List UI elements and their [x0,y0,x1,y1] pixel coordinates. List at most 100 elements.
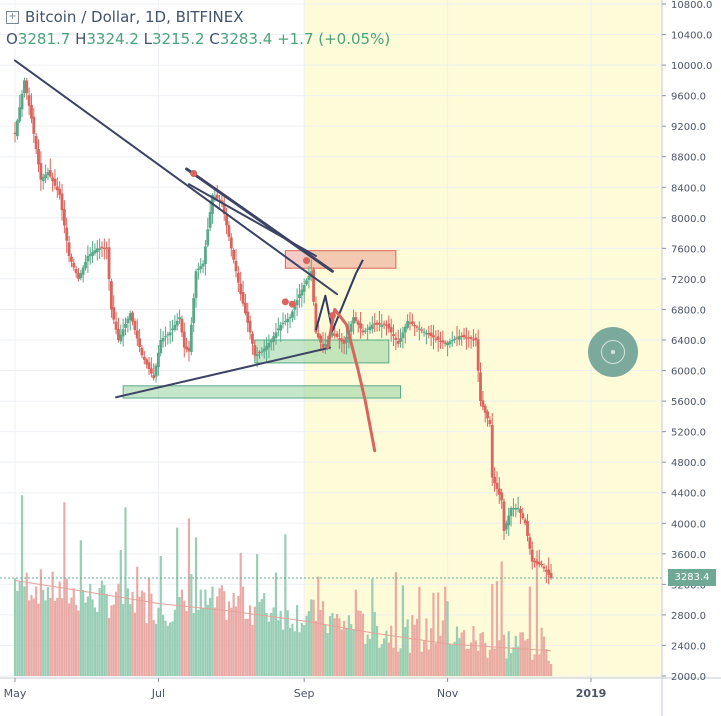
y-tick-label: 8000.0 [671,214,706,225]
candle-body [220,200,224,203]
candle-body [385,324,388,326]
candle-body [514,508,518,510]
close-value: 3283.4 [219,30,273,48]
y-tick-label: 3600.0 [671,550,706,561]
volume-bar [507,631,510,676]
candle-body [159,340,163,354]
candle-body [497,488,501,495]
candle-body [495,482,499,489]
candle-body [387,323,391,329]
volume-bar [394,572,397,676]
candle-body [467,337,471,339]
volume-bar [35,586,38,676]
candle-body [37,149,40,165]
candle-body [321,343,325,348]
volume-bar [63,502,66,676]
volume-bar [335,614,339,676]
x-tick-label: 2019 [576,687,607,700]
candle-body [519,509,522,514]
volume-bar [303,625,306,676]
symbol-title: Bitcoin / Dollar, 1D, BITFINEX [25,8,244,26]
candle-body [526,521,529,536]
candle-body [382,323,386,325]
candle-body [168,332,172,336]
candle-body [356,321,360,325]
candle-body [175,320,179,326]
candle-body [218,199,221,201]
candle-body [542,566,546,569]
volume-bar [162,614,165,676]
replay-button[interactable] [588,327,638,377]
ohlc-readout: O3281.7 H3324.2 L3215.2 C3283.4 +1.7 (+0… [6,30,390,48]
volume-bar [333,618,336,676]
candle-body [457,336,461,340]
volume-bar [44,600,47,676]
volume-bar [340,629,343,676]
volume-bar [37,603,40,676]
candle-body [241,291,245,304]
volume-bar [472,626,475,676]
candle-body [121,329,125,337]
volume-bar [451,644,454,676]
candle-body [18,107,22,122]
candle-body [422,331,426,333]
candle-body [464,337,468,339]
volume-bar [357,610,360,676]
candle-body [201,263,205,267]
volume-bar [533,654,536,676]
volume-bar [387,642,390,676]
candle-body [128,313,132,321]
volume-bar [446,601,449,676]
low-label: L [143,30,153,48]
volume-bar [46,587,50,676]
candle-body [149,368,153,374]
high-value: 3324.2 [86,30,139,48]
volume-bar [187,518,191,676]
candle-body [509,508,513,516]
x-tick-label: May [4,687,27,700]
candle-body [283,320,287,323]
candle-body [173,324,177,330]
candle-body [166,334,170,336]
volume-bar [300,622,303,676]
volume-bar [176,527,179,676]
candle-body [523,519,527,524]
candle-body [540,564,544,566]
volume-bar [166,625,169,676]
target-icon [601,340,625,364]
volume-bar [535,550,539,676]
y-tick-label: 7600.0 [671,244,706,255]
volume-bar [199,589,202,676]
candle-body [335,333,339,337]
candle-body [455,337,459,339]
volume-bar [84,602,87,676]
trendline [14,59,339,296]
candle-body [204,246,207,265]
volume-bar [30,594,33,676]
candle-body [375,322,379,325]
candle-body [23,80,26,94]
volume-bar [467,648,470,676]
candle-body [194,271,198,298]
volume-bar [495,581,499,676]
volume-bar [519,632,522,676]
volume-bar [425,618,428,676]
trendline [115,346,332,399]
volume-bar [439,635,442,676]
expand-icon[interactable]: + [6,10,19,24]
volume-bar [415,618,419,676]
candle-body [171,328,174,331]
candle-body [248,320,252,333]
candle-body [380,324,384,327]
volume-bar [512,647,515,676]
volume-bar [39,569,42,676]
volume-bar [500,561,503,676]
candle-body [112,307,116,320]
candle-body [27,95,31,106]
y-tick-label: 9200.0 [671,122,706,133]
candle-body [157,352,160,368]
candle-body [389,327,393,333]
volume-bar [206,604,209,676]
candle-body [361,330,365,333]
candle-body [98,248,102,250]
